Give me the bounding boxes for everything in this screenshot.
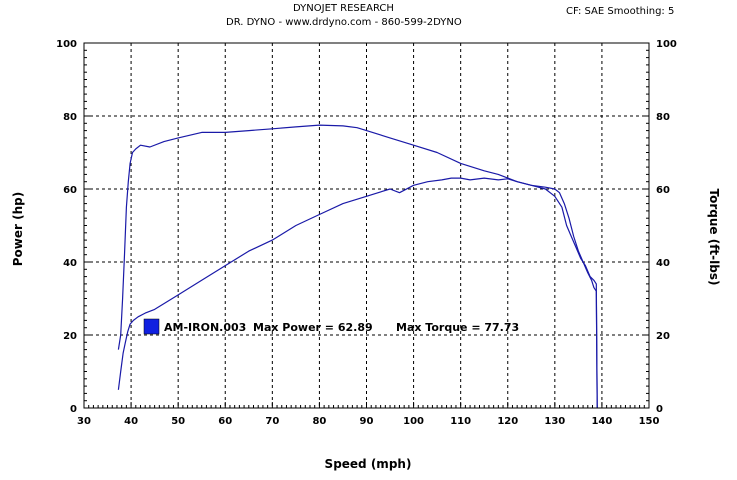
plot-frame — [83, 42, 650, 409]
settings-label: CF: SAE Smoothing: 5 — [566, 6, 675, 17]
x-tick-label: 140 — [591, 416, 612, 427]
x-tick-label: 60 — [218, 416, 232, 427]
y2-tick-label: 60 — [656, 185, 670, 196]
chart-subtitle: DR. DYNO - www.drdyno.com - 860-599-2DYN… — [226, 17, 462, 28]
tick-labels: 30 40 50 60 70 80 90 100 110 120 130 140 15002040608… — [56, 39, 677, 427]
series-line-torque — [117, 124, 598, 409]
y-tick-label: 40 — [63, 258, 77, 269]
chart-title: DYNOJET RESEARCH — [293, 3, 394, 14]
x-tick-label: 80 — [312, 416, 326, 427]
y2-tick-label: 80 — [656, 112, 670, 123]
y2-tick-label: 100 — [656, 39, 677, 50]
series-line-power — [117, 177, 598, 409]
y-tick-label: 60 — [63, 185, 77, 196]
x-tick-label: 40 — [124, 416, 138, 427]
legend-swatch — [143, 318, 160, 335]
x-tick-label: 30 — [77, 416, 91, 427]
y2-tick-label: 0 — [656, 404, 663, 415]
x-tick-label: 90 — [360, 416, 374, 427]
x-tick-label: 100 — [403, 416, 424, 427]
x-tick-label: 50 — [171, 416, 185, 427]
legend-max-power: Max Power = 62.89 — [253, 321, 373, 334]
x-tick-label: 130 — [544, 416, 565, 427]
x-tick-label: 150 — [639, 416, 660, 427]
legend-max-torque: Max Torque = 77.73 — [396, 321, 519, 334]
x-axis-title: Speed (mph) — [325, 457, 412, 471]
x-tick-label: 110 — [450, 416, 471, 427]
grid — [84, 43, 649, 408]
legend-label: AM-IRON.003 — [164, 321, 246, 334]
y2-axis-title: Torque (ft-lbs) — [707, 189, 721, 286]
y-tick-label: 0 — [70, 404, 77, 415]
y-tick-label: 20 — [63, 331, 77, 342]
y2-tick-label: 40 — [656, 258, 670, 269]
legend: AM-IRON.003 Max Power = 62.89 Max Torque… — [143, 318, 519, 335]
y2-tick-label: 20 — [656, 331, 670, 342]
y-tick-label: 80 — [63, 112, 77, 123]
series-lines — [117, 124, 598, 409]
x-tick-label: 120 — [497, 416, 518, 427]
y-tick-label: 100 — [56, 39, 77, 50]
x-tick-label: 70 — [265, 416, 279, 427]
y-axis-title: Power (hp) — [11, 192, 25, 266]
